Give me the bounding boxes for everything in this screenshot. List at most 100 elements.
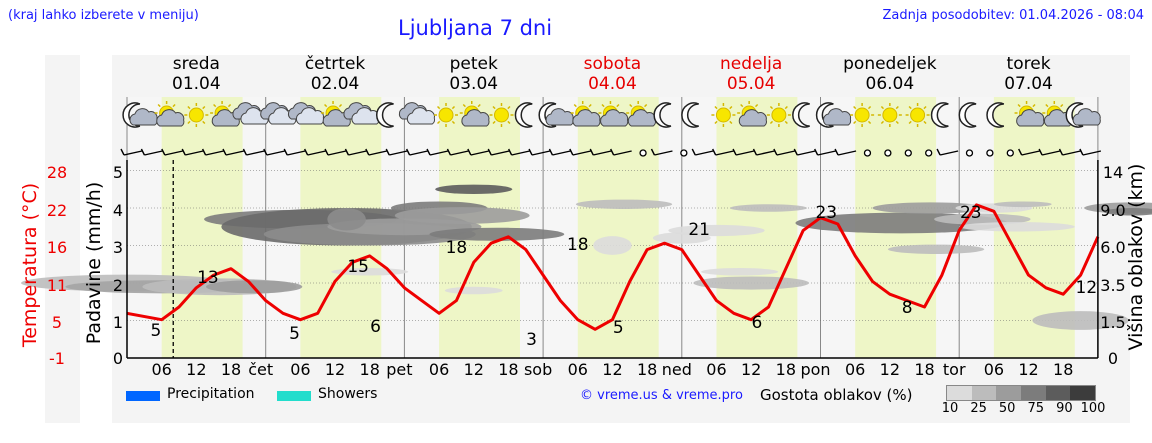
- wind-barb-flag: [650, 148, 656, 156]
- sun-ray: [213, 103, 217, 108]
- cloud-density-blob: [729, 204, 808, 212]
- sun-ray: [462, 103, 466, 108]
- wind-barb-icon: [287, 150, 306, 156]
- sun-ray: [895, 105, 899, 110]
- sun-icon: [493, 107, 509, 123]
- precip-tick: 4: [113, 201, 123, 220]
- density-step: [996, 386, 1022, 400]
- cloud-density-blob: [934, 213, 1031, 225]
- day-date: 03.04: [449, 74, 498, 94]
- cloud-height-tick: 1.5: [1100, 313, 1125, 332]
- hour-tick: 06: [568, 360, 588, 379]
- sun-ray: [853, 105, 857, 110]
- cloud-height-tick: 3.5: [1100, 276, 1125, 295]
- wind-barb-flag: [120, 148, 125, 156]
- moon-icon: [930, 102, 949, 128]
- sun-ray: [784, 105, 788, 110]
- cloud-height-tick: 9.0: [1100, 201, 1125, 220]
- temperature-line: [126, 203, 1100, 331]
- calm-wind-icon: [863, 149, 872, 157]
- sun-ray: [601, 103, 605, 108]
- sun-ray: [769, 105, 774, 110]
- wind-barb-flag: [814, 148, 819, 156]
- wind-barb-icon: [205, 150, 224, 156]
- wind-barb-icon: [266, 150, 285, 156]
- moon-icon: [1065, 102, 1084, 128]
- day-name: petek: [450, 54, 498, 74]
- moon-icon: [122, 102, 141, 128]
- sun-ray: [202, 105, 206, 110]
- sun-icon: [438, 107, 454, 123]
- calm-wind-icon: [986, 149, 994, 157]
- wind-barb-icon: [552, 150, 571, 156]
- sun-ray: [867, 120, 872, 125]
- sun-ray: [573, 103, 577, 108]
- sun-ray: [740, 103, 744, 108]
- precip-tick: 0: [113, 349, 123, 368]
- sun-ray: [172, 103, 176, 108]
- sun-ray: [202, 120, 206, 125]
- cloud-icon: [738, 109, 767, 127]
- wind-barb-icon: [123, 150, 143, 156]
- wind-barb-flag: [222, 148, 227, 156]
- wind-barb-flag: [365, 148, 370, 156]
- hour-tick: 18: [776, 360, 796, 379]
- sun-ray: [616, 103, 620, 108]
- legend-swatch: [126, 391, 160, 401]
- wind-barb-flag: [528, 148, 533, 156]
- temperature-label: 5: [150, 321, 161, 341]
- sun-ray: [588, 103, 592, 108]
- hour-tick: 18: [221, 360, 241, 379]
- wind-barb-icon: [593, 150, 612, 156]
- sun-ray: [644, 103, 648, 108]
- temperature-label: 12: [1076, 278, 1098, 298]
- hour-tick: 18: [914, 360, 934, 379]
- wind-barb-icon: [939, 150, 959, 156]
- wind-barb-icon: [470, 150, 489, 156]
- cloud-density-blob: [1103, 208, 1152, 216]
- hour-tick: 12: [880, 360, 900, 379]
- cloud-density-blob: [435, 184, 513, 194]
- wind-barb-icon: [1041, 150, 1061, 156]
- temp-tick: 11: [47, 276, 67, 295]
- wind-barb-icon: [185, 150, 204, 156]
- wind-barb-flag: [732, 148, 737, 156]
- sun-ray: [451, 120, 456, 125]
- sun-ray: [629, 103, 633, 108]
- sun-icon: [771, 107, 787, 123]
- temperature-label: 3: [526, 330, 537, 350]
- cloud-icon: [572, 109, 601, 127]
- wind-barb-flag: [712, 148, 717, 156]
- hour-tick: 06: [151, 360, 171, 379]
- wind-barb-icon: [327, 150, 347, 156]
- precip-tick: 2: [113, 276, 123, 295]
- wind-barb-flag: [691, 148, 696, 156]
- cloud-density-label: Gostota oblakov (%): [760, 386, 913, 404]
- wind-barb-icon: [715, 150, 734, 156]
- sun-ray: [908, 120, 912, 125]
- cloud-density-blob: [993, 201, 1052, 208]
- temperature-label: 6: [752, 313, 763, 333]
- day-abbr: sob: [524, 360, 552, 379]
- moon-icon: [958, 102, 977, 128]
- legend-label: Showers: [318, 386, 378, 402]
- density-tick: 75: [1027, 401, 1045, 416]
- hour-tick: 12: [325, 360, 345, 379]
- density-step: [1021, 386, 1046, 400]
- precip-tick: 3: [113, 238, 123, 257]
- wind-barb-flag: [1058, 148, 1064, 156]
- hour-tick: 18: [498, 360, 518, 379]
- day-date: 04.04: [588, 74, 637, 94]
- wind-barb-icon: [491, 150, 510, 156]
- sun-ray: [714, 105, 718, 110]
- wind-barb-icon: [144, 150, 163, 156]
- temperature-label: 5: [289, 324, 300, 344]
- calm-wind-icon: [639, 149, 647, 157]
- day-name: četrtek: [305, 54, 366, 74]
- sun-ray: [923, 105, 927, 110]
- wind-barb-flag: [1038, 148, 1043, 156]
- wind-barb-flag: [161, 148, 166, 156]
- cloud-icon: [600, 109, 629, 127]
- density-step: [1070, 386, 1096, 400]
- hour-tick: 18: [1053, 360, 1073, 379]
